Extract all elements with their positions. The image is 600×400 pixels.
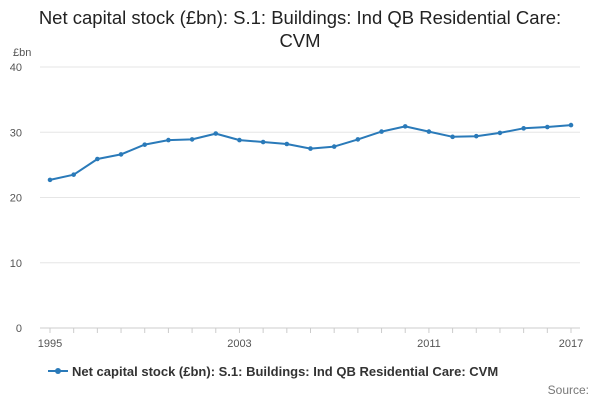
y-axis-unit-label: £bn (13, 47, 31, 59)
data-point (142, 142, 148, 147)
data-point (450, 134, 455, 140)
data-point (497, 130, 503, 136)
series-line (49, 124, 572, 181)
data-point (213, 131, 219, 136)
data-point (379, 129, 384, 134)
data-point (426, 129, 432, 134)
x-tick-label: 2011 (417, 338, 441, 350)
data-point (521, 126, 526, 131)
data-point (189, 137, 195, 142)
chart-title: Net capital stock (£bn): S.1: Buildings:… (38, 7, 562, 51)
data-point (95, 156, 100, 162)
x-tick-label: 1995 (38, 338, 62, 350)
data-point (237, 137, 242, 143)
data-point (331, 144, 337, 149)
data-point (260, 139, 266, 145)
x-tick-label: 2017 (559, 338, 583, 350)
series-layer (47, 122, 574, 183)
data-point (473, 133, 479, 139)
legend-label: Net capital stock (£bn): S.1: Buildings:… (72, 363, 499, 379)
data-point (284, 141, 290, 147)
axes: 0 10 20 30 40 £bn 1995 2003 2011 2017 (10, 47, 583, 350)
gridlines (40, 66, 580, 329)
data-point (402, 124, 408, 129)
data-point (166, 137, 171, 143)
data-point (71, 172, 76, 177)
y-tick-label: 20 (10, 193, 22, 205)
legend-line-marker-icon (48, 365, 68, 377)
source-credit: Source: (547, 383, 589, 397)
data-point (355, 137, 361, 142)
x-tick-label: 2003 (227, 338, 251, 350)
y-tick-label: 10 (10, 258, 22, 270)
y-tick-label: 40 (10, 62, 22, 74)
data-point (47, 177, 53, 183)
data-point (545, 124, 550, 130)
y-tick-label: 30 (10, 127, 22, 139)
data-point (308, 146, 313, 151)
y-tick-label: 0 (16, 323, 22, 335)
data-point (568, 122, 574, 128)
legend[interactable]: Net capital stock (£bn): S.1: Buildings:… (48, 362, 498, 380)
data-point (118, 152, 124, 157)
